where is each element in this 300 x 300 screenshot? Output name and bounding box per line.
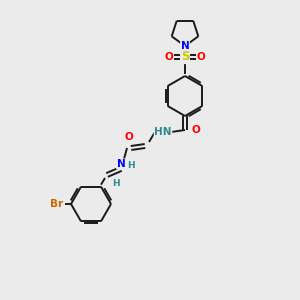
- Text: H: H: [112, 179, 120, 188]
- Text: N: N: [181, 41, 189, 51]
- Text: H: H: [127, 161, 135, 170]
- Text: S: S: [181, 50, 189, 64]
- Text: Br: Br: [50, 199, 64, 209]
- Text: O: O: [124, 132, 134, 142]
- Text: HN: HN: [154, 127, 172, 137]
- Text: O: O: [192, 125, 200, 135]
- Text: O: O: [165, 52, 173, 62]
- Text: N: N: [117, 159, 125, 169]
- Text: O: O: [196, 52, 206, 62]
